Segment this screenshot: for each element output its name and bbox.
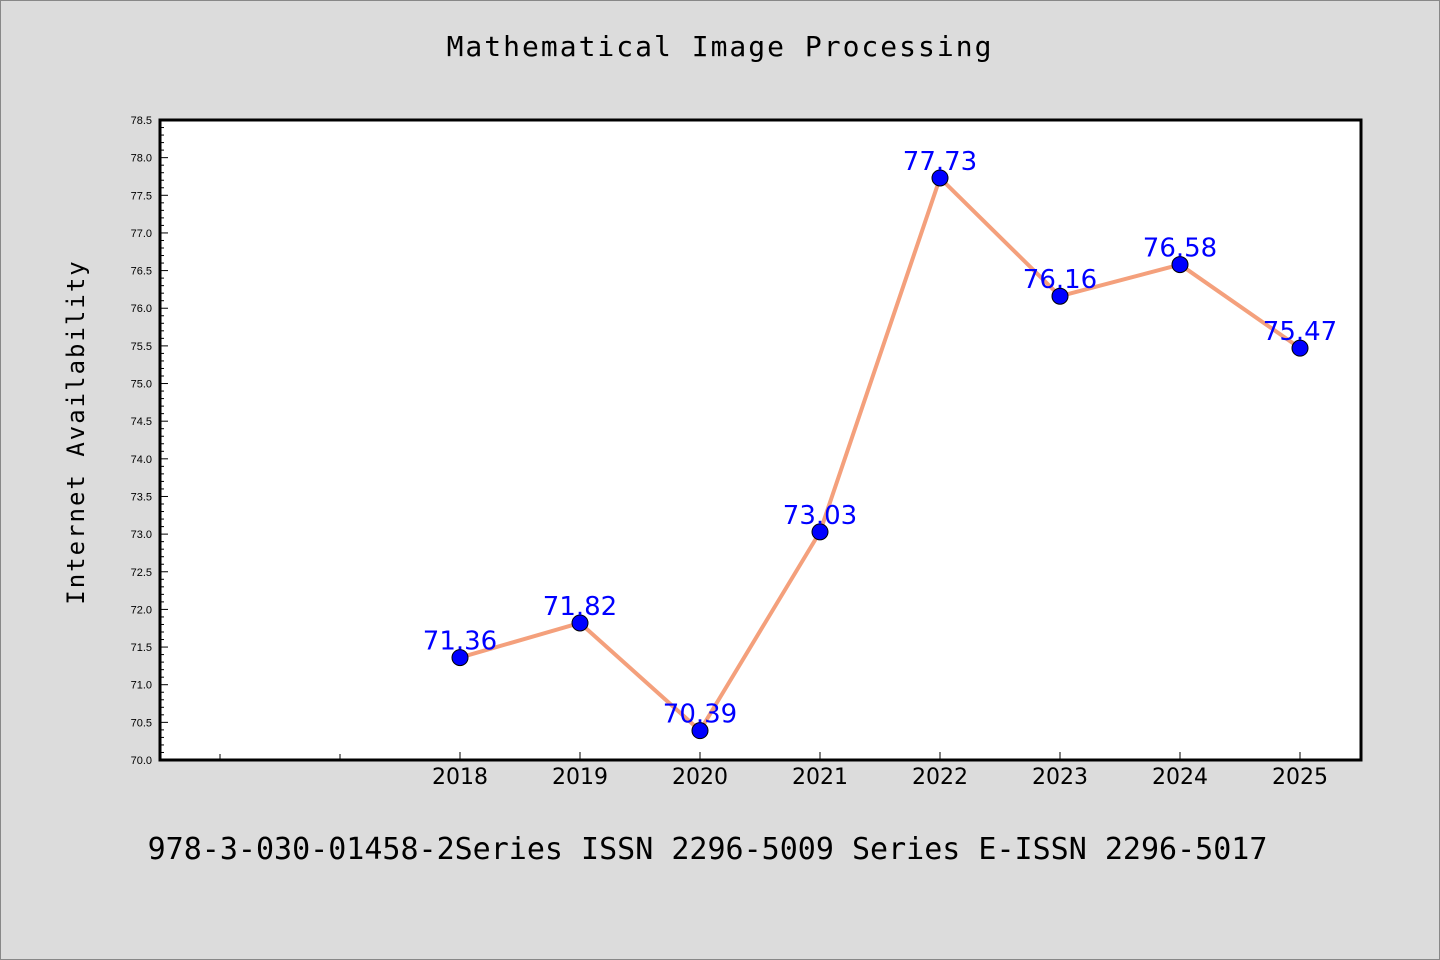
x-tick-label: 2018: [432, 765, 488, 790]
y-axis-label: Internet Availability: [62, 259, 90, 604]
data-point: [931, 169, 949, 187]
data-point: [1051, 287, 1069, 305]
y-tick-label: 71.5: [131, 642, 152, 654]
y-tick-label: 76.5: [131, 266, 152, 278]
data-label: 76.58: [1143, 234, 1217, 264]
y-tick-label: 75.0: [131, 379, 152, 391]
data-point: [571, 614, 589, 632]
x-tick-label: 2021: [792, 765, 848, 790]
x-axis: 2018 2019 2020 2021 2022 2023 2024 2025: [219, 752, 1328, 790]
footer-isbn: 978-3-030-01458-2Series ISSN 2296-5009 S…: [147, 832, 1268, 867]
plot-border: [158, 118, 1363, 762]
y-tick-label: 72.5: [131, 567, 152, 579]
x-tick-label: 2023: [1032, 765, 1088, 790]
x-tick-label: 2025: [1272, 765, 1328, 790]
y-tick-label: 73.0: [131, 529, 152, 541]
y-tick-label: 70.0: [131, 755, 152, 767]
chart-title: Mathematical Image Processing: [446, 30, 994, 63]
data-point: [451, 649, 469, 667]
data-label: 73.03: [783, 501, 857, 531]
y-tick-label: 70.5: [131, 717, 152, 729]
data-label: 70.39: [663, 700, 737, 730]
plot-area: [160, 120, 1361, 760]
x-tick-label: 2022: [912, 765, 968, 790]
data-label: 77.73: [903, 147, 977, 177]
y-tick-label: 74.0: [131, 454, 152, 466]
data-point: [811, 523, 829, 541]
y-tick-label: 76.0: [131, 303, 152, 315]
series-line: [459, 175, 1302, 733]
y-axis: 70.0 70.5 71.0 71.5 72.0 72.5 73.0 73.5 74.0 74.5…: [131, 115, 168, 767]
data-point: [691, 722, 709, 740]
y-tick-label: 74.5: [131, 416, 152, 428]
y-tick-label: 75.5: [131, 341, 152, 353]
data-label: 75.47: [1263, 317, 1337, 347]
y-tick-label: 77.0: [131, 228, 152, 240]
data-label: 76.16: [1023, 265, 1097, 295]
y-tick-label: 71.0: [131, 680, 152, 692]
x-tick-label: 2024: [1152, 765, 1208, 790]
data-label: 71.36: [423, 627, 497, 657]
data-label: 71.82: [543, 592, 617, 622]
y-tick-label: 72.0: [131, 604, 152, 616]
x-tick-label: 2019: [552, 765, 608, 790]
y-tick-label: 73.5: [131, 491, 152, 503]
y-tick-label: 78.0: [131, 153, 152, 165]
data-point: [1171, 256, 1189, 274]
data-point: [1291, 339, 1309, 357]
y-tick-label: 78.5: [131, 115, 152, 127]
y-tick-label: 77.5: [131, 190, 152, 202]
x-tick-label: 2020: [672, 765, 728, 790]
series-group: 71.36 71.82 70.39 73.03 77.73 76.16 76.58 75.47: [423, 147, 1337, 740]
